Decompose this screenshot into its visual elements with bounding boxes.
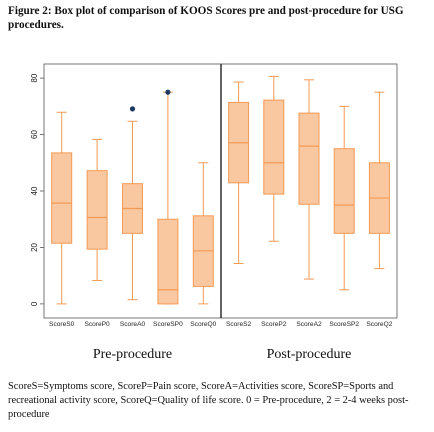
y-tick-label: 0 xyxy=(30,301,39,306)
x-tick-label: ScoreP0 xyxy=(84,321,110,328)
x-tick-label: ScoreS2 xyxy=(226,321,252,328)
y-tick-label: 20 xyxy=(30,242,39,251)
box-ScoreSP2 xyxy=(333,148,355,234)
y-tick-label: 60 xyxy=(30,130,39,139)
box-ScoreSP0 xyxy=(157,218,179,305)
x-tick-label: ScoreA2 xyxy=(296,321,322,328)
outlier-point xyxy=(165,89,171,95)
panel-label-post: Post-procedure xyxy=(267,347,352,362)
box-ScoreS0 xyxy=(51,152,73,244)
panel-label-pre: Pre-procedure xyxy=(93,347,172,362)
y-tick-label: 80 xyxy=(30,73,39,82)
box-ScoreA2 xyxy=(298,112,320,205)
x-tick-label: ScoreP2 xyxy=(261,321,287,328)
figure-caption: ScoreS=Symptoms score, ScoreP=Pain score… xyxy=(8,381,409,420)
x-tick-label: ScoreQ0 xyxy=(190,321,216,328)
x-tick-label: ScoreA0 xyxy=(120,321,146,328)
box-ScoreP0 xyxy=(86,170,108,250)
x-tick-label: ScoreSP0 xyxy=(153,321,183,328)
x-tick-label: ScoreQ2 xyxy=(366,321,392,328)
outlier-point xyxy=(129,106,136,112)
x-tick-label: ScoreS0 xyxy=(49,321,75,328)
y-tick-label: 40 xyxy=(30,186,39,195)
figure-title: Figure 2: Box plot of comparison of KOOS… xyxy=(8,5,404,31)
box-ScoreP2 xyxy=(263,99,285,195)
x-tick-label: ScoreSP2 xyxy=(329,321,359,328)
box-plot: 0 20 40 60 80 ScoreS0 ScoreP0 ScoreA0 ScoreSP0 Sc… xyxy=(30,63,398,362)
